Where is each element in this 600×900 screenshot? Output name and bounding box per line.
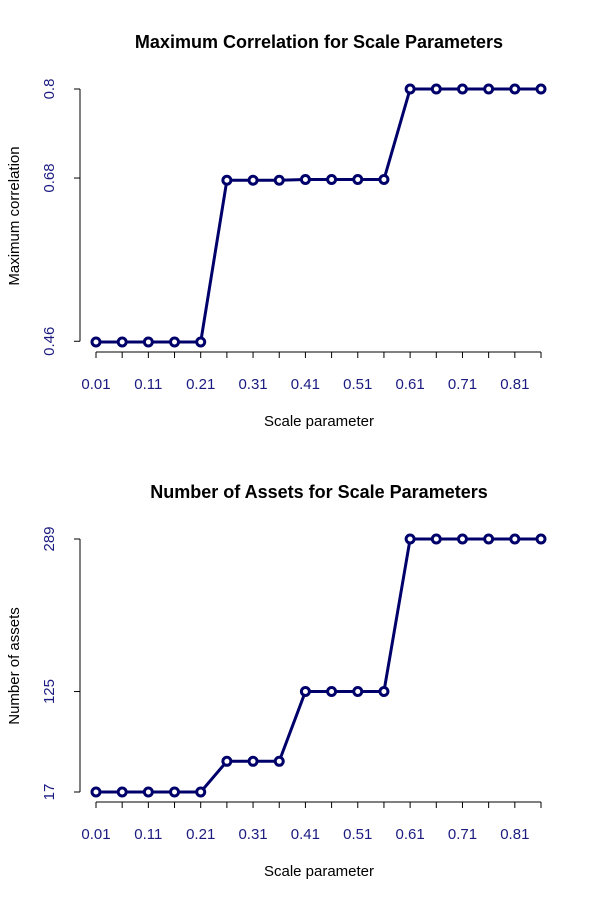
- chart-2-data-point: [326, 686, 338, 698]
- chart-1-marks: [90, 83, 547, 348]
- chart-2-ylabel: Number of assets: [6, 607, 23, 725]
- chart-1-data-point: [404, 83, 416, 95]
- chart-2-title: Number of Assets for Scale Parameters: [150, 482, 487, 502]
- chart-2-x-tick-label: 0.11: [134, 826, 162, 843]
- chart-2-y-tick-label: 17: [41, 784, 58, 801]
- chart-1-data-point: [483, 83, 495, 95]
- chart-1-data-point: [90, 336, 102, 348]
- chart-2-axes: 0.01 0.11 0.21 0.31 0.41 0.51 0.61 0.71 0.81 17 12…: [41, 526, 542, 843]
- chart-1-x-tick-label: 0.71: [448, 376, 477, 393]
- chart-1-data-point: [378, 174, 390, 186]
- chart-2-x-tick-label: 0.01: [81, 826, 110, 843]
- chart-1-y-tick-label: 0.68: [41, 163, 58, 192]
- chart-1-ylabel: Maximum correlation: [6, 146, 23, 285]
- chart-2-x-tick-label: 0.21: [186, 826, 215, 843]
- chart-1-x-tick-label: 0.01: [81, 376, 110, 393]
- chart-1-y-tick-label: 0.46: [41, 327, 58, 356]
- chart-2-data-point: [535, 533, 547, 545]
- chart-1-x-tick-label: 0.61: [396, 376, 425, 393]
- chart-1-y-tick-label: 0.8: [41, 79, 58, 100]
- chart-2-x-tick-label: 0.51: [343, 826, 372, 843]
- chart-1-data-point: [247, 174, 259, 186]
- chart-2-data-point: [90, 786, 102, 798]
- chart-2-x-tick-label: 0.31: [238, 826, 267, 843]
- chart-2-x-tick-label: 0.81: [500, 826, 529, 843]
- chart-2-data-point: [116, 786, 128, 798]
- chart-2-data-point: [142, 786, 154, 798]
- chart-1-x-tick-label: 0.81: [500, 376, 529, 393]
- chart-2-panel: Number of Assets for Scale Parameters Nu…: [6, 482, 547, 880]
- chart-2-x-tick-label: 0.61: [396, 826, 425, 843]
- chart-1-data-point: [221, 174, 233, 186]
- chart-2-data-point: [378, 686, 390, 698]
- chart-1-data-point: [169, 336, 181, 348]
- chart-1-x-tick-label: 0.51: [343, 376, 372, 393]
- chart-2-data-point: [456, 533, 468, 545]
- chart-1-data-point: [509, 83, 521, 95]
- chart-2-y-tick-label: 125: [41, 679, 58, 704]
- chart-1-data-point: [456, 83, 468, 95]
- chart-2-data-point: [509, 533, 521, 545]
- chart-1-data-point: [326, 174, 338, 186]
- chart-1-data-point: [142, 336, 154, 348]
- chart-2-data-point: [247, 755, 259, 767]
- chart-2-data-point: [352, 686, 364, 698]
- chart-2-data-point: [195, 786, 207, 798]
- chart-1-data-point: [273, 174, 285, 186]
- chart-2-data-point: [299, 686, 311, 698]
- chart-1-xlabel: Scale parameter: [264, 413, 374, 430]
- chart-2-xlabel: Scale parameter: [264, 863, 374, 880]
- chart-2-data-point: [483, 533, 495, 545]
- chart-1-axes: 0.01 0.11 0.21 0.31 0.41 0.51 0.61 0.71 0.81 0.46…: [41, 79, 542, 393]
- chart-1-panel: Maximum Correlation for Scale Parameters…: [6, 32, 547, 430]
- chart-1-x-tick-label: 0.41: [291, 376, 320, 393]
- chart-1-title: Maximum Correlation for Scale Parameters: [135, 32, 503, 52]
- chart-1-data-point: [299, 174, 311, 186]
- chart-1-x-tick-label: 0.31: [238, 376, 267, 393]
- chart-1-series-line: [96, 87, 541, 344]
- chart-2-marks: [90, 533, 547, 798]
- chart-2-data-point: [221, 755, 233, 767]
- chart-1-x-tick-label: 0.21: [186, 376, 215, 393]
- chart-1-data-point: [430, 83, 442, 95]
- chart-1-data-point: [116, 336, 128, 348]
- chart-1-data-point: [535, 83, 547, 95]
- chart-1-x-tick-label: 0.11: [134, 376, 162, 393]
- chart-2-data-point: [169, 786, 181, 798]
- chart-2-x-tick-label: 0.71: [448, 826, 477, 843]
- chart-2-data-point: [273, 755, 285, 767]
- chart-2-data-point: [430, 533, 442, 545]
- chart-2-x-tick-label: 0.41: [291, 826, 320, 843]
- chart-2-data-point: [404, 533, 416, 545]
- chart-2-y-tick-label: 289: [41, 526, 58, 551]
- chart-1-data-point: [195, 336, 207, 348]
- chart-2-series-line: [96, 537, 541, 794]
- chart-1-data-point: [352, 174, 364, 186]
